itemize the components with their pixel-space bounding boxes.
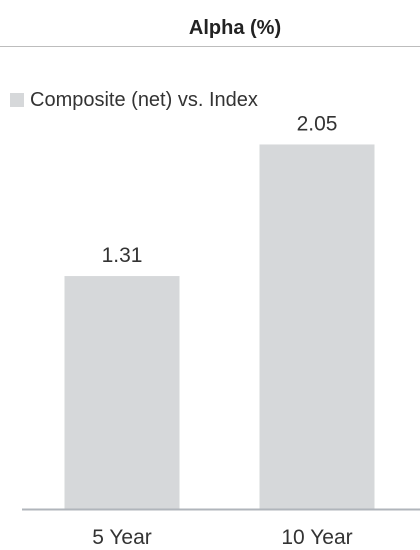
legend-label: Composite (net) vs. Index: [30, 89, 258, 111]
title-divider: [0, 46, 420, 47]
bar-10-year: [259, 144, 375, 509]
legend: Composite (net) vs. Index: [10, 88, 258, 112]
data-label: 2.05: [297, 112, 338, 135]
chart-title: Alpha (%): [188, 17, 282, 39]
bar-5-year: [64, 276, 180, 509]
legend-swatch: [10, 93, 24, 107]
x-tick-label: 5 Year: [92, 526, 152, 549]
x-tick-label: 10 Year: [281, 526, 352, 549]
data-label: 1.31: [102, 244, 143, 267]
